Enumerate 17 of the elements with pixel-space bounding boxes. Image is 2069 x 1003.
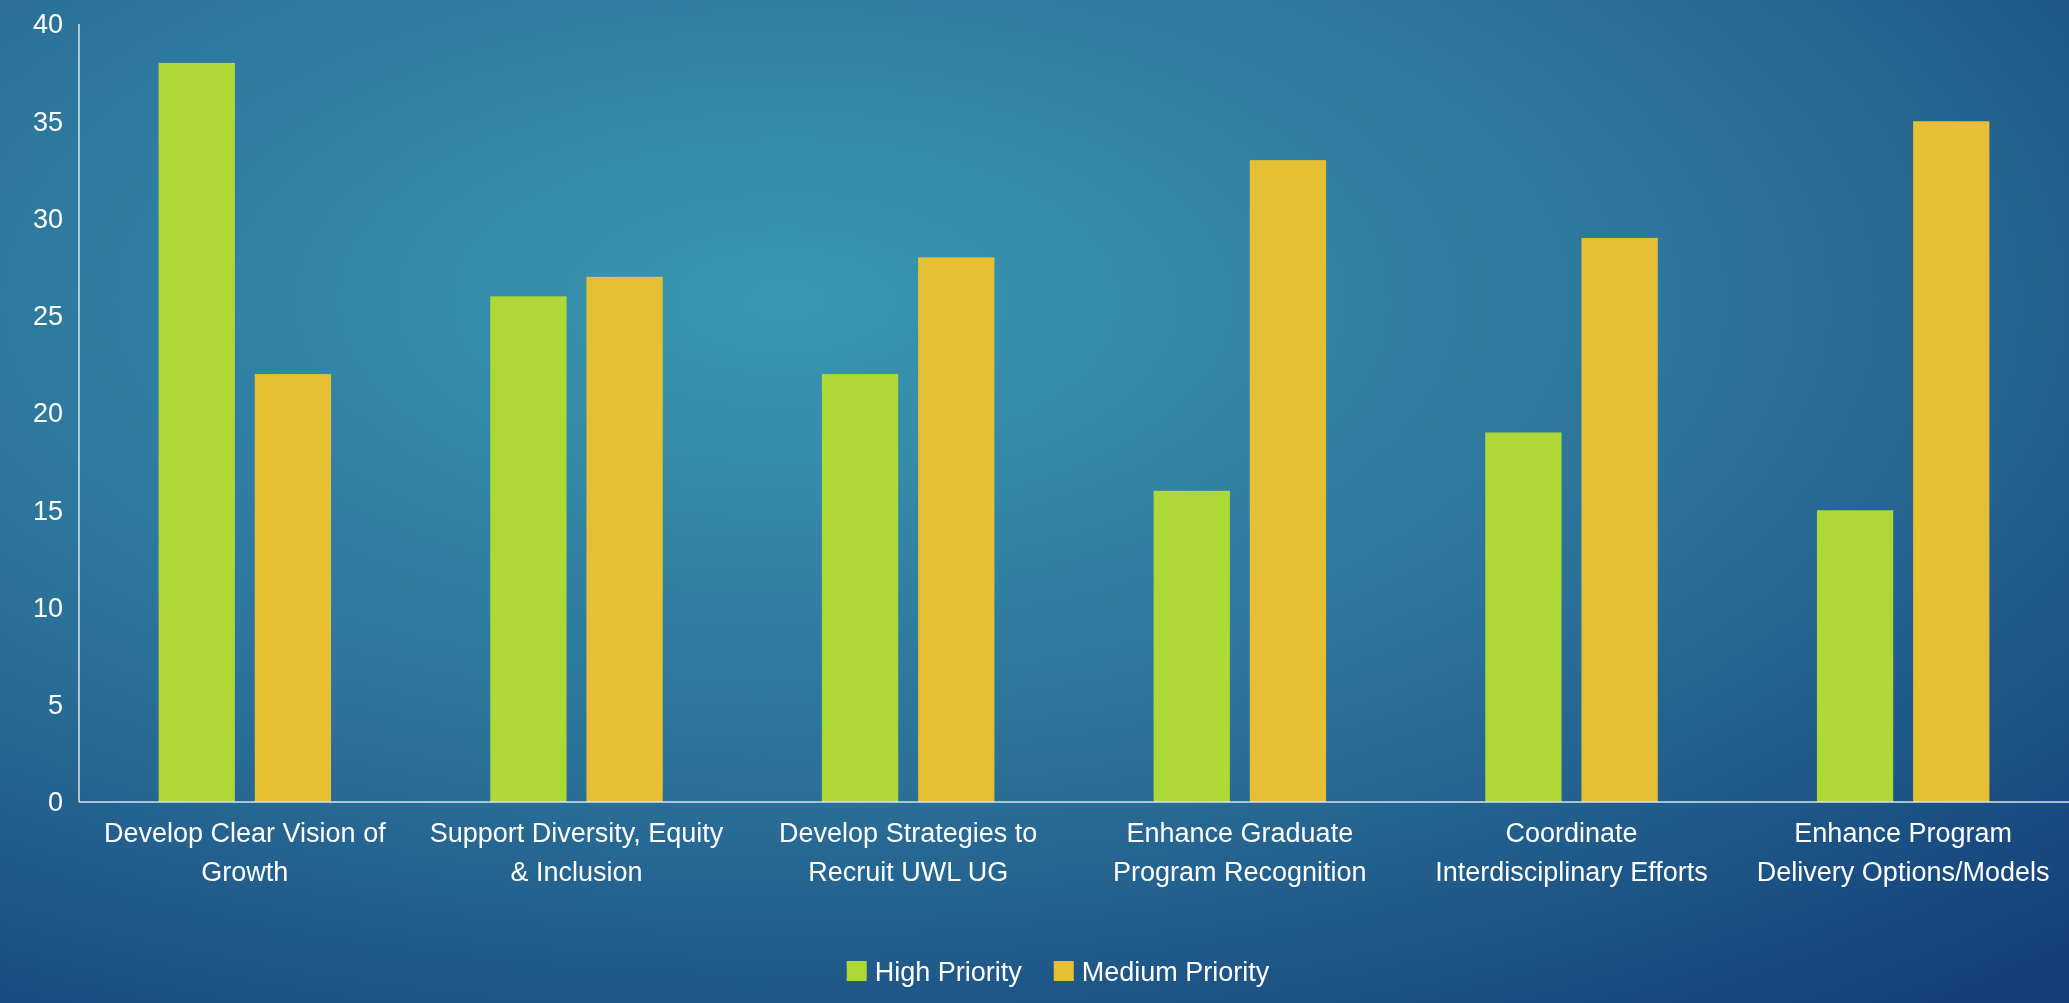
x-tick-label: Enhance Program Delivery Options/Models: [1756, 818, 2050, 887]
y-tick-label: 20: [32, 398, 63, 429]
y-tick-label: 0: [47, 787, 63, 818]
x-tick-label: Develop Clear Vision of Growth: [104, 818, 387, 887]
x-tick-label: Enhance Graduate Program Recognition: [1113, 818, 1367, 887]
y-tick-label: 15: [32, 495, 63, 526]
x-tick-label: Support Diversity, Equity & Inclusion: [429, 818, 724, 887]
y-tick-label: 40: [32, 9, 63, 40]
y-tick-label: 30: [32, 203, 63, 234]
y-tick-label: 10: [32, 592, 63, 623]
x-tick-label: Develop Strategies to Recruit UWL UG: [779, 818, 1038, 887]
legend-label: Medium Priority: [1081, 957, 1270, 987]
y-tick-label: 25: [32, 301, 63, 332]
y-tick-label: 5: [47, 690, 63, 721]
legend-label: High Priority: [874, 957, 1023, 987]
x-tick-label: Coordinate Interdisciplinary Efforts: [1435, 818, 1708, 887]
y-tick-label: 35: [32, 106, 63, 137]
